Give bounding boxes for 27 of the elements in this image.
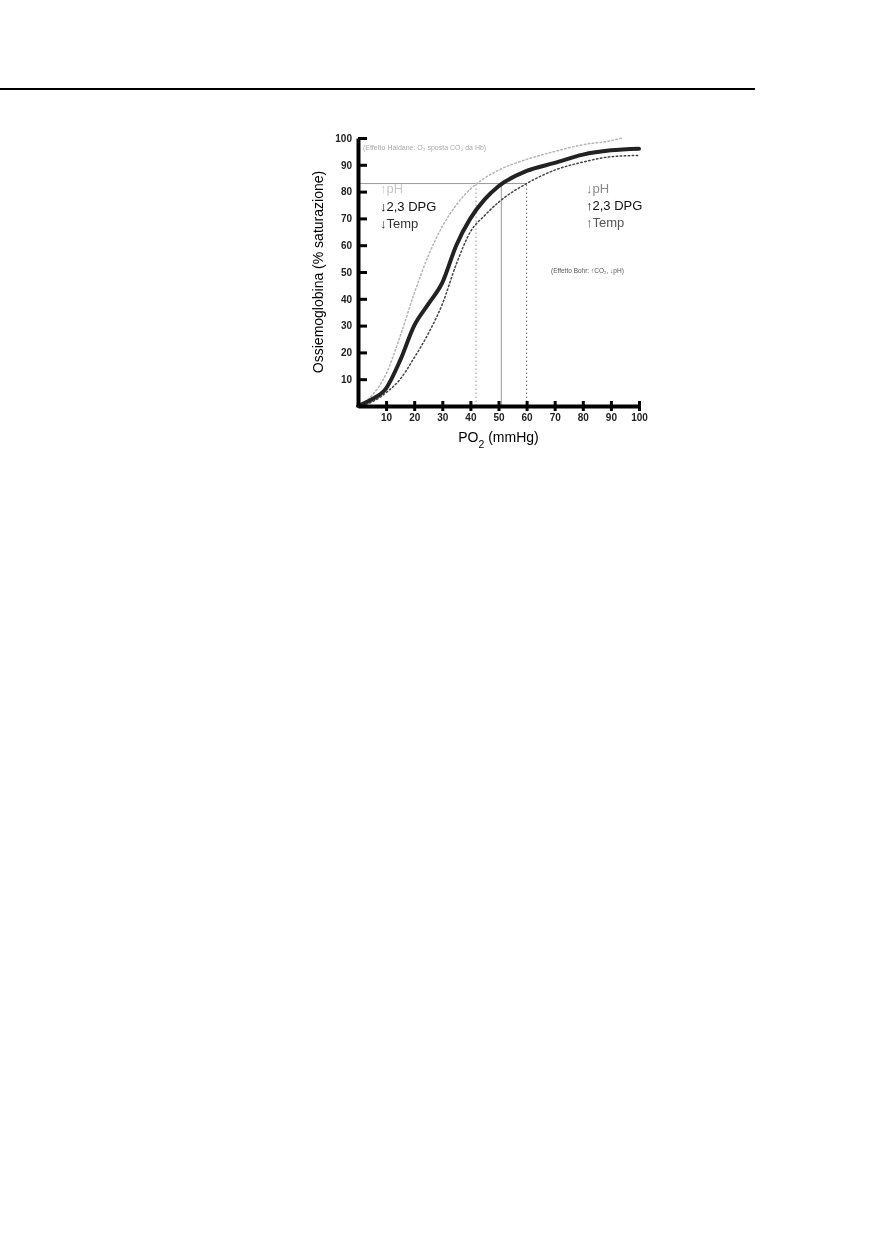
y-tick-label: 60 bbox=[340, 239, 353, 251]
annotation: ↓2,3 DPG bbox=[380, 199, 437, 214]
y-tick-label: 90 bbox=[340, 159, 353, 171]
x-tick-label: 10 bbox=[381, 412, 393, 423]
x-axis-title: PO$_{2}$ (mmHg) bbox=[458, 429, 539, 450]
y-tick-label: 80 bbox=[340, 186, 353, 198]
y-tick-label: 70 bbox=[340, 213, 353, 225]
x-tick-label: 50 bbox=[493, 412, 505, 423]
x-tick-label: 30 bbox=[437, 412, 449, 423]
x-tick-label: 60 bbox=[521, 412, 534, 423]
annotation: ↑Temp bbox=[586, 215, 625, 230]
y-tick-label: 20 bbox=[340, 347, 353, 359]
y-tick-label: 100 bbox=[335, 132, 353, 144]
x-tick-label: 20 bbox=[409, 412, 421, 423]
x-tick-label: 80 bbox=[577, 412, 590, 423]
x-tick-label: 100 bbox=[631, 412, 649, 423]
y-axis-title: Ossiemoglobina (% saturazione) bbox=[310, 170, 326, 374]
annotation: ↑2,3 DPG bbox=[586, 198, 643, 213]
annotation: ↓pH bbox=[586, 181, 610, 196]
y-tick-label: 30 bbox=[340, 320, 353, 332]
x-tick-label: 90 bbox=[605, 412, 618, 423]
annotation: ↓Temp bbox=[380, 216, 419, 231]
x-tick-label: 70 bbox=[549, 412, 562, 423]
x-tick-label: 40 bbox=[465, 412, 477, 423]
y-tick-label: 10 bbox=[340, 373, 353, 385]
y-tick-label: 40 bbox=[340, 293, 353, 305]
y-tick-label: 50 bbox=[340, 266, 353, 278]
